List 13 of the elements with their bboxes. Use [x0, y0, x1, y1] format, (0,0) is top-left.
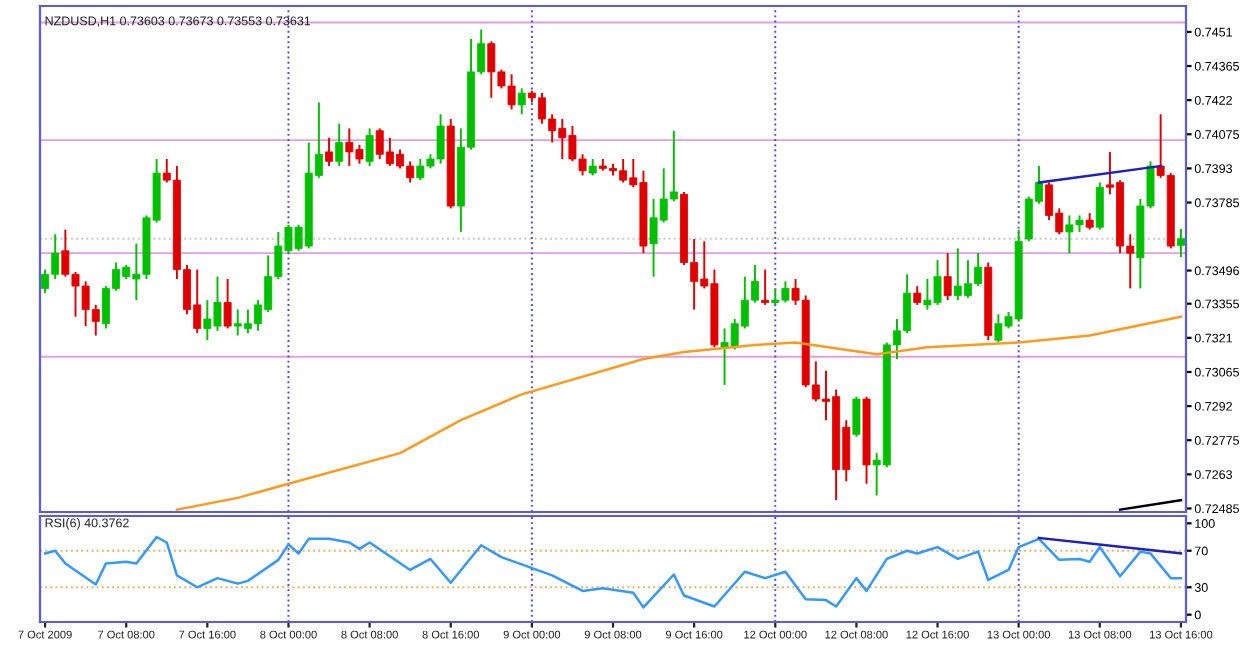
line-series	[43, 535, 1183, 609]
candlestick	[761, 268, 770, 306]
candlestick	[517, 87, 526, 116]
candlestick	[223, 278, 232, 330]
candlestick	[365, 127, 374, 168]
line-series	[175, 315, 1183, 511]
candlestick	[943, 252, 952, 302]
candlestick	[852, 395, 861, 438]
candlestick	[335, 122, 344, 168]
candlestick	[913, 285, 922, 306]
candlestick	[1176, 227, 1185, 259]
candlestick	[325, 136, 333, 168]
candlestick	[1095, 181, 1104, 231]
